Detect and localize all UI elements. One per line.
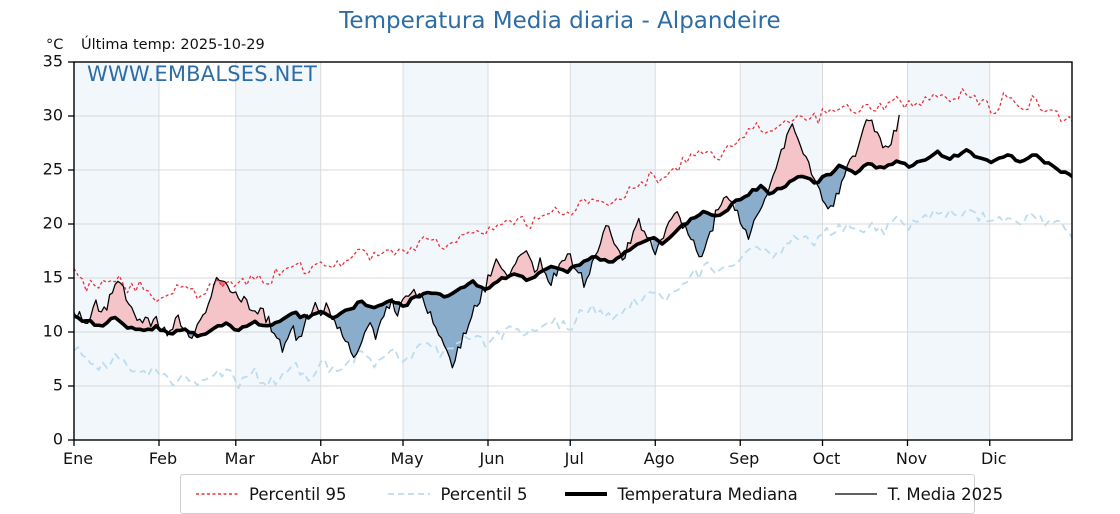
legend-item-t-media-2025[interactable]: T. Media 2025 [834,485,1003,504]
legend-swatch-dotted-red [196,493,238,495]
legend-item-temperatura-mediana[interactable]: Temperatura Mediana [564,485,798,504]
legend-item-percentil-95[interactable]: Percentil 95 [195,485,347,504]
legend-label-percentil-95: Percentil 95 [249,484,347,504]
x-tick-label: Ago [644,449,675,468]
y-tick-label: 5 [53,376,63,395]
legend-swatch-thin-black [834,493,877,495]
y-tick-label: 35 [43,52,63,71]
temperature-plot: 0 5 10 15 20 25 30 35 Ene Feb Mar Abr May Jun Jul Ago S… [43,52,1073,468]
y-tick-label: 20 [43,214,63,233]
legend-label-t-media-2025: T. Media 2025 [887,484,1004,504]
x-tick-label: Mar [225,449,256,468]
x-tick-label: Oct [813,449,841,468]
x-tick-label: Jul [564,449,584,468]
x-tick-label: Abr [311,449,339,468]
y-tick-label: 15 [43,268,63,287]
x-axis: Ene Feb Mar Abr May Jun Jul Ago Sep Oct Nov Dic [63,440,1007,468]
x-tick-label: May [390,449,423,468]
x-tick-label: Sep [729,449,759,468]
page-title: Temperatura Media diaria - Alpandeire [339,8,781,34]
x-tick-label: Jun [479,449,505,468]
x-tick-label: Nov [896,449,927,468]
grid-lines [74,61,1072,440]
x-tick-label: Dic [981,449,1007,468]
legend-swatch-thick-black [564,492,607,496]
legend-item-percentil-5[interactable]: Percentil 5 [387,485,528,504]
legend-label-temperatura-mediana: Temperatura Mediana [617,484,798,504]
y-tick-label: 30 [43,106,63,125]
y-tick-label: 10 [43,322,63,341]
last-temperature-date-label: Última temp: 2025-10-29 [81,37,265,53]
y-axis: 0 5 10 15 20 25 30 35 [43,52,74,449]
y-tick-label: 0 [53,430,63,449]
y-tick-label: 25 [43,160,63,179]
legend-label-percentil-5: Percentil 5 [440,484,528,504]
chart-container: Temperatura Media diaria - Alpandeire °C… [43,8,1073,514]
x-tick-label: Feb [149,449,177,468]
y-axis-unit-label: °C [46,37,64,53]
legend-swatch-dashed-lightblue [387,493,430,495]
x-tick-label: Ene [63,449,93,468]
series-lines [74,88,1072,390]
chart-legend: Percentil 95 Percentil 5 Temperatura Med… [180,474,1003,514]
